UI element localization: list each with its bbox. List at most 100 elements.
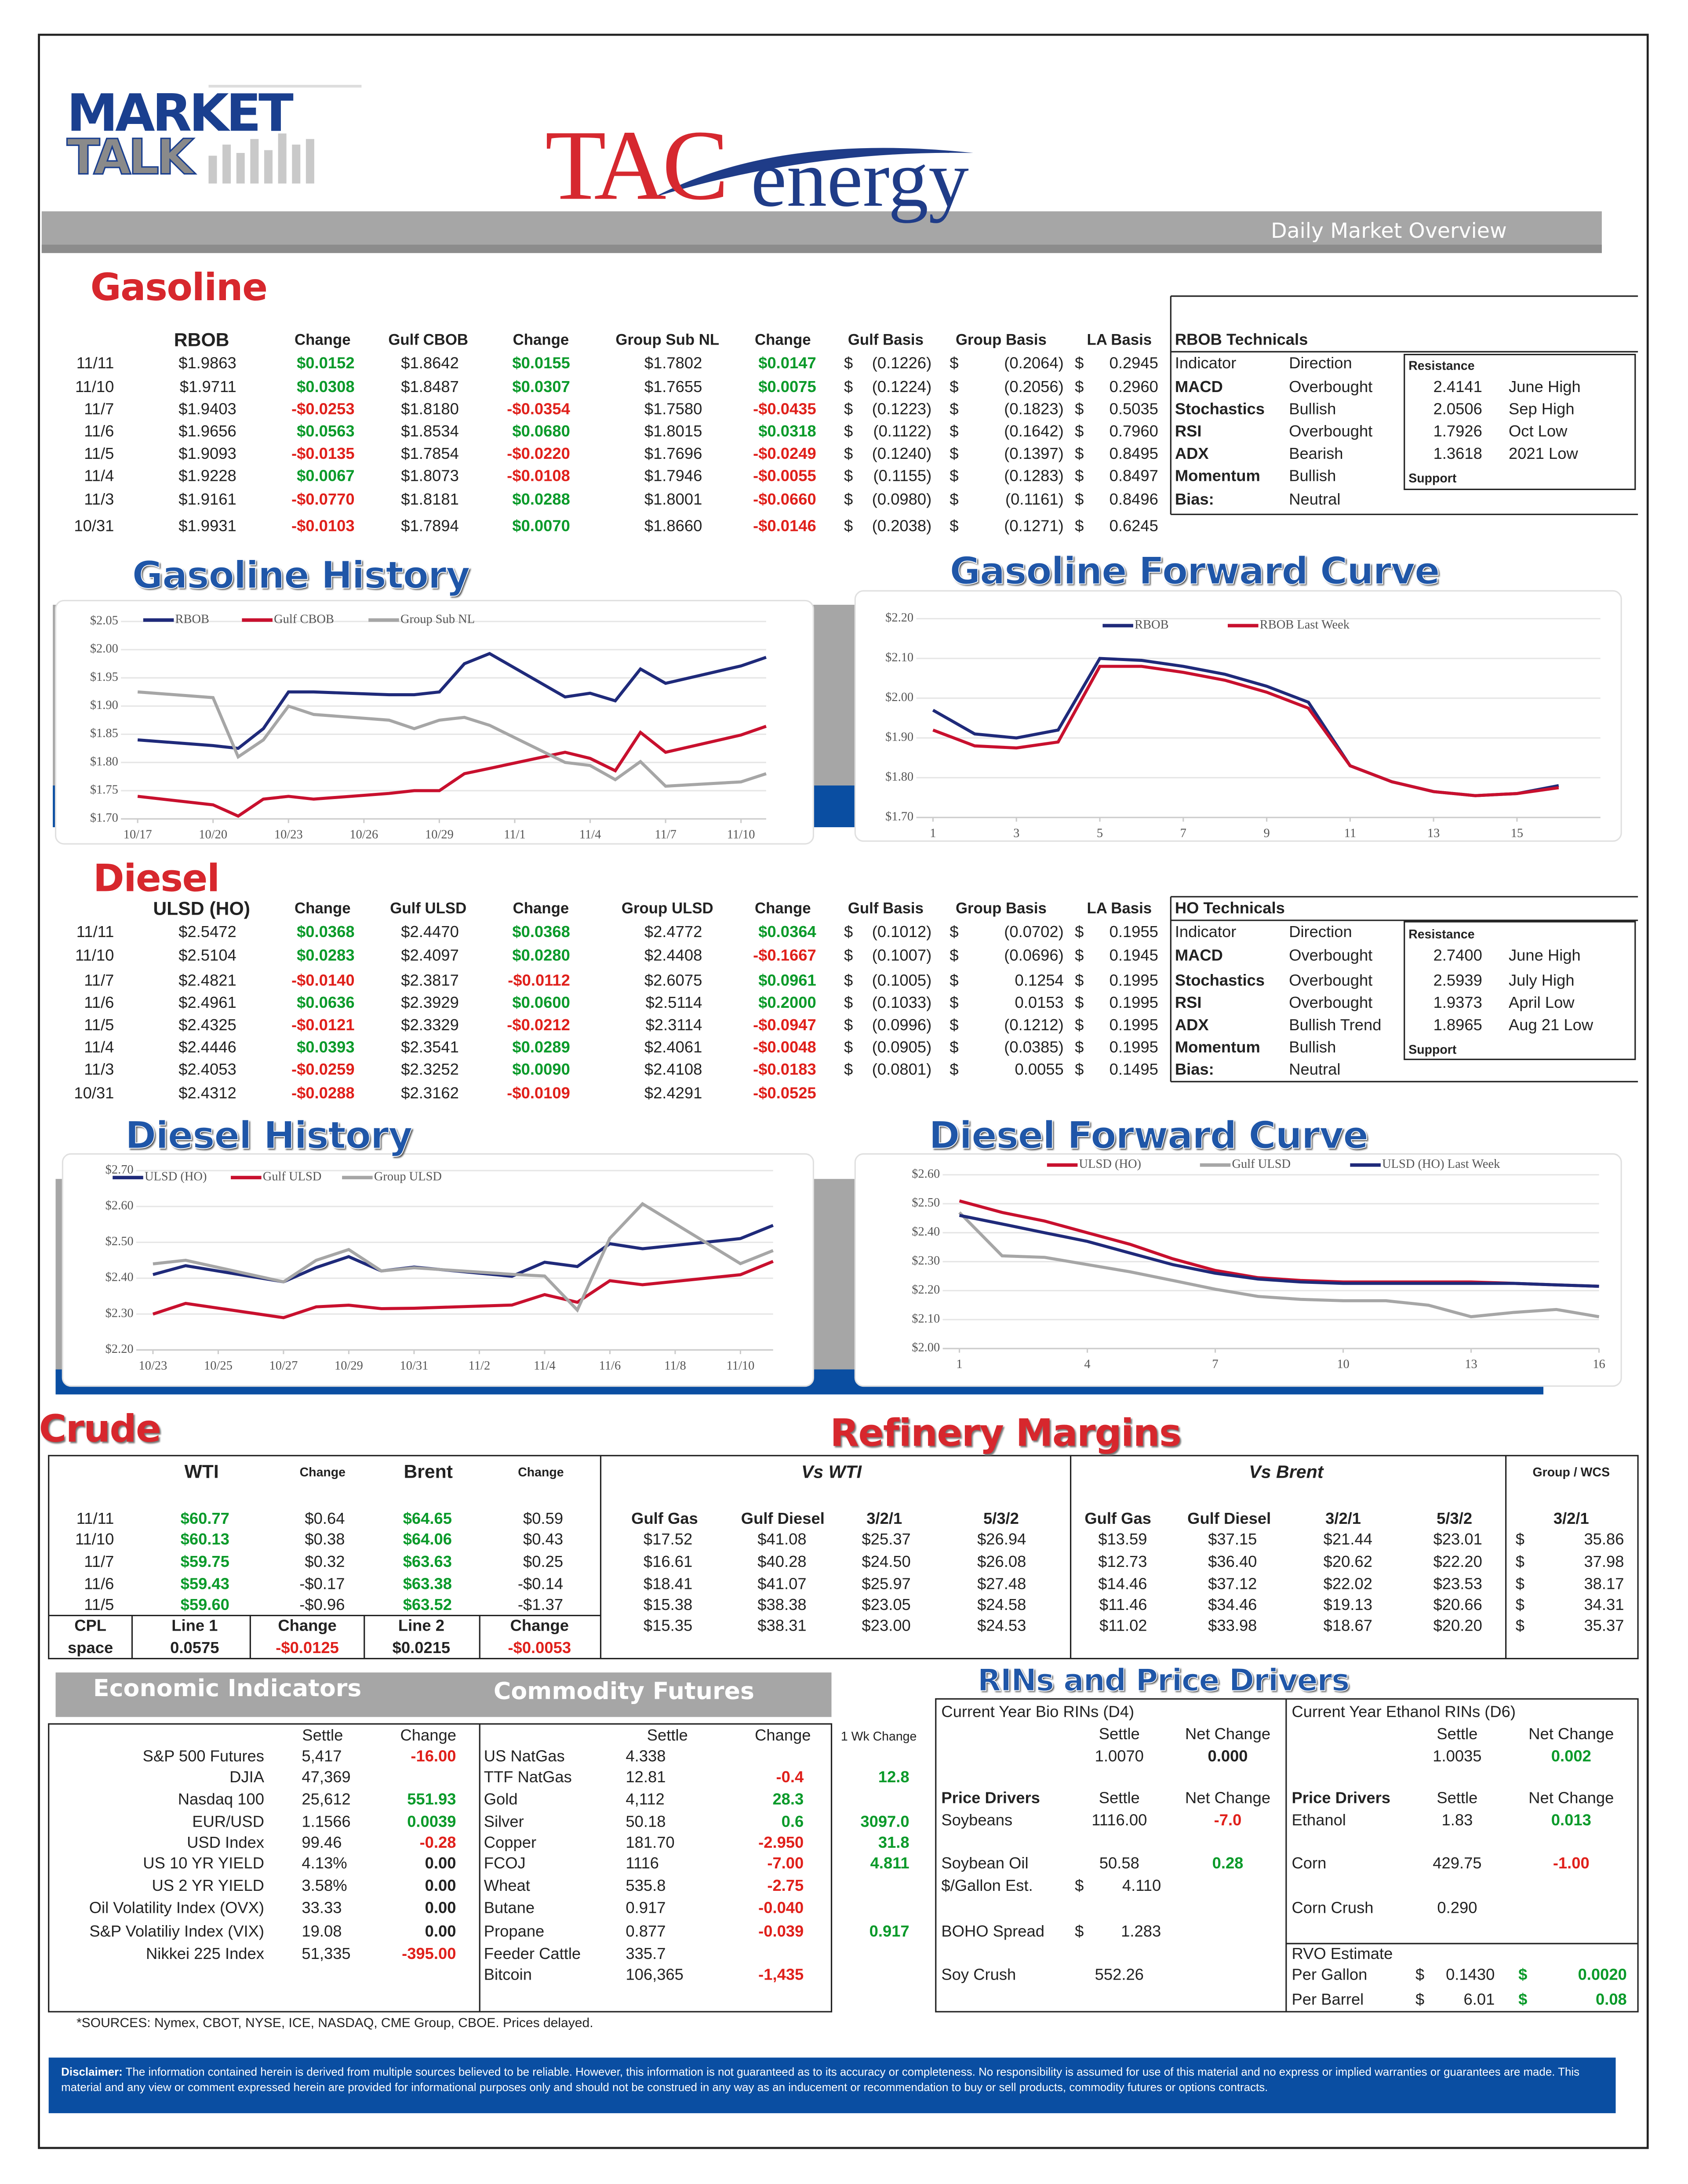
cell: $1.8181 [401, 492, 459, 509]
driver-settle: $ 4.110 [1075, 1878, 1161, 1895]
disclaimer: Disclaimer: The information contained he… [61, 2064, 1607, 2095]
y-tick-label: $1.90 [885, 730, 913, 744]
level-note: July High [1508, 973, 1575, 990]
cell: $ (0.1005) [844, 973, 932, 990]
cell: $ (0.1161) [950, 492, 1064, 509]
tech-cell: Overbought [1289, 948, 1373, 965]
x-tick-label: 10/23 [274, 828, 303, 842]
cell: -$0.0108 [507, 468, 570, 485]
tech-cell: ADX [1175, 1018, 1209, 1035]
tech-cell: Overbought [1289, 379, 1373, 396]
cell: -$0.0212 [507, 1018, 570, 1035]
column-header: Net Change [1185, 1791, 1271, 1808]
cpl-cell: Change [278, 1618, 337, 1635]
cell: 11/11 [76, 1511, 114, 1528]
cell: 11/10 [75, 379, 114, 396]
cell: $20.62 [1323, 1554, 1372, 1571]
lower-boxes [48, 1455, 1639, 2013]
x-tick-label: 11/10 [727, 1359, 755, 1373]
cell: -$0.0253 [291, 402, 355, 419]
y-tick-label: $2.50 [912, 1196, 940, 1210]
cell: $0.0368 [512, 924, 570, 941]
driver: BOHO Spread [941, 1924, 1044, 1941]
cell: $ 0.8497 [1075, 468, 1158, 485]
cell: -$0.17 [299, 1576, 345, 1593]
column-header: Group Basis [955, 901, 1047, 918]
settle: 12.81 [626, 1770, 666, 1787]
group-title: Group / WCS [1532, 1465, 1610, 1479]
column-header: Gulf ULSD [390, 901, 467, 918]
legend-label: ULSD (HO) [145, 1170, 207, 1184]
cell: $26.08 [977, 1554, 1026, 1571]
tech-cell: Bearish [1289, 446, 1343, 463]
cell: 11/4 [84, 468, 114, 485]
settle: 106,365 [626, 1967, 684, 1984]
cell: $ (0.1823) [950, 402, 1064, 419]
column-header: Change [400, 1728, 456, 1745]
logo-talk: TALK [66, 130, 195, 187]
legend-label: ULSD (HO) [1079, 1157, 1141, 1171]
cell: $18.67 [1323, 1618, 1372, 1635]
level: 2.0506 [1433, 402, 1482, 419]
cell: 11/6 [84, 995, 114, 1012]
settle: 335.7 [626, 1946, 666, 1963]
rins-title: RINs and Price Drivers [977, 1664, 1350, 1699]
cell: $ (0.0905) [844, 1039, 932, 1057]
group-title: Vs Brent [1249, 1461, 1324, 1482]
cell: $2.4446 [178, 1039, 236, 1057]
cell: $1.7655 [644, 379, 702, 396]
cell: $26.94 [977, 1532, 1026, 1549]
change: 0.00 [425, 1924, 456, 1941]
driver: Soy Crush [941, 1967, 1016, 1984]
cell: -$0.0259 [291, 1062, 355, 1079]
tech-cell: Stochastics [1175, 402, 1265, 419]
cell: $1.7580 [644, 402, 702, 419]
cell: $ (0.0801) [844, 1062, 932, 1079]
cpl-cell: Change [510, 1618, 569, 1635]
column-header: LA Basis [1087, 901, 1152, 918]
cell: $63.63 [403, 1554, 452, 1571]
settle: 25,612 [302, 1792, 351, 1809]
x-tick-label: 11 [1344, 826, 1356, 840]
change: -16.00 [411, 1749, 456, 1766]
x-tick-label: 10/23 [139, 1359, 167, 1373]
y-tick-label: $2.50 [106, 1235, 134, 1248]
cell: $ (0.0696) [950, 948, 1064, 965]
section-title: Refinery Margins [830, 1412, 1181, 1456]
cell: $60.77 [180, 1511, 229, 1528]
change: -395.00 [402, 1946, 456, 1963]
cell: $25.37 [862, 1532, 911, 1549]
cell: $34.46 [1208, 1597, 1257, 1614]
cell: 11/10 [75, 1532, 114, 1549]
cell: $ (0.1122) [844, 424, 932, 441]
level-note: Sep High [1508, 402, 1575, 419]
series-line [959, 1214, 1599, 1288]
settle: 4.338 [626, 1749, 666, 1766]
x-tick-label: 15 [1511, 826, 1523, 840]
y-tick-label: $2.20 [912, 1283, 940, 1297]
tech-cell: MACD [1175, 948, 1223, 965]
cell: $24.50 [862, 1554, 911, 1571]
commodity: Wheat [484, 1878, 530, 1895]
column-header: Change [518, 1465, 564, 1479]
column-header: Gulf CBOB [388, 332, 469, 349]
cell: 11/7 [84, 402, 114, 419]
cell: $ (0.1240) [844, 446, 932, 463]
column-header: Change [513, 332, 569, 349]
indicator: DJIA [229, 1770, 264, 1787]
change: 0.00 [425, 1878, 456, 1895]
x-tick-label: 11/10 [727, 828, 755, 842]
settle: 1116 [626, 1856, 659, 1873]
column-header: Price Drivers [941, 1791, 1040, 1808]
rvo-label: Per Gallon [1291, 1967, 1368, 1984]
disclaimer-label: Disclaimer: [61, 2066, 123, 2079]
cell: -$0.0048 [753, 1039, 816, 1057]
legend-label: RBOB [1135, 618, 1168, 632]
settle: 0.877 [626, 1924, 666, 1941]
cell: $ (0.1155) [844, 468, 932, 485]
y-tick-label: $2.05 [90, 614, 118, 627]
cell: $63.52 [403, 1597, 452, 1614]
cell: 11/4 [84, 1039, 114, 1057]
column-header: Change [299, 1465, 346, 1479]
week-change: 3097.0 [860, 1814, 909, 1831]
